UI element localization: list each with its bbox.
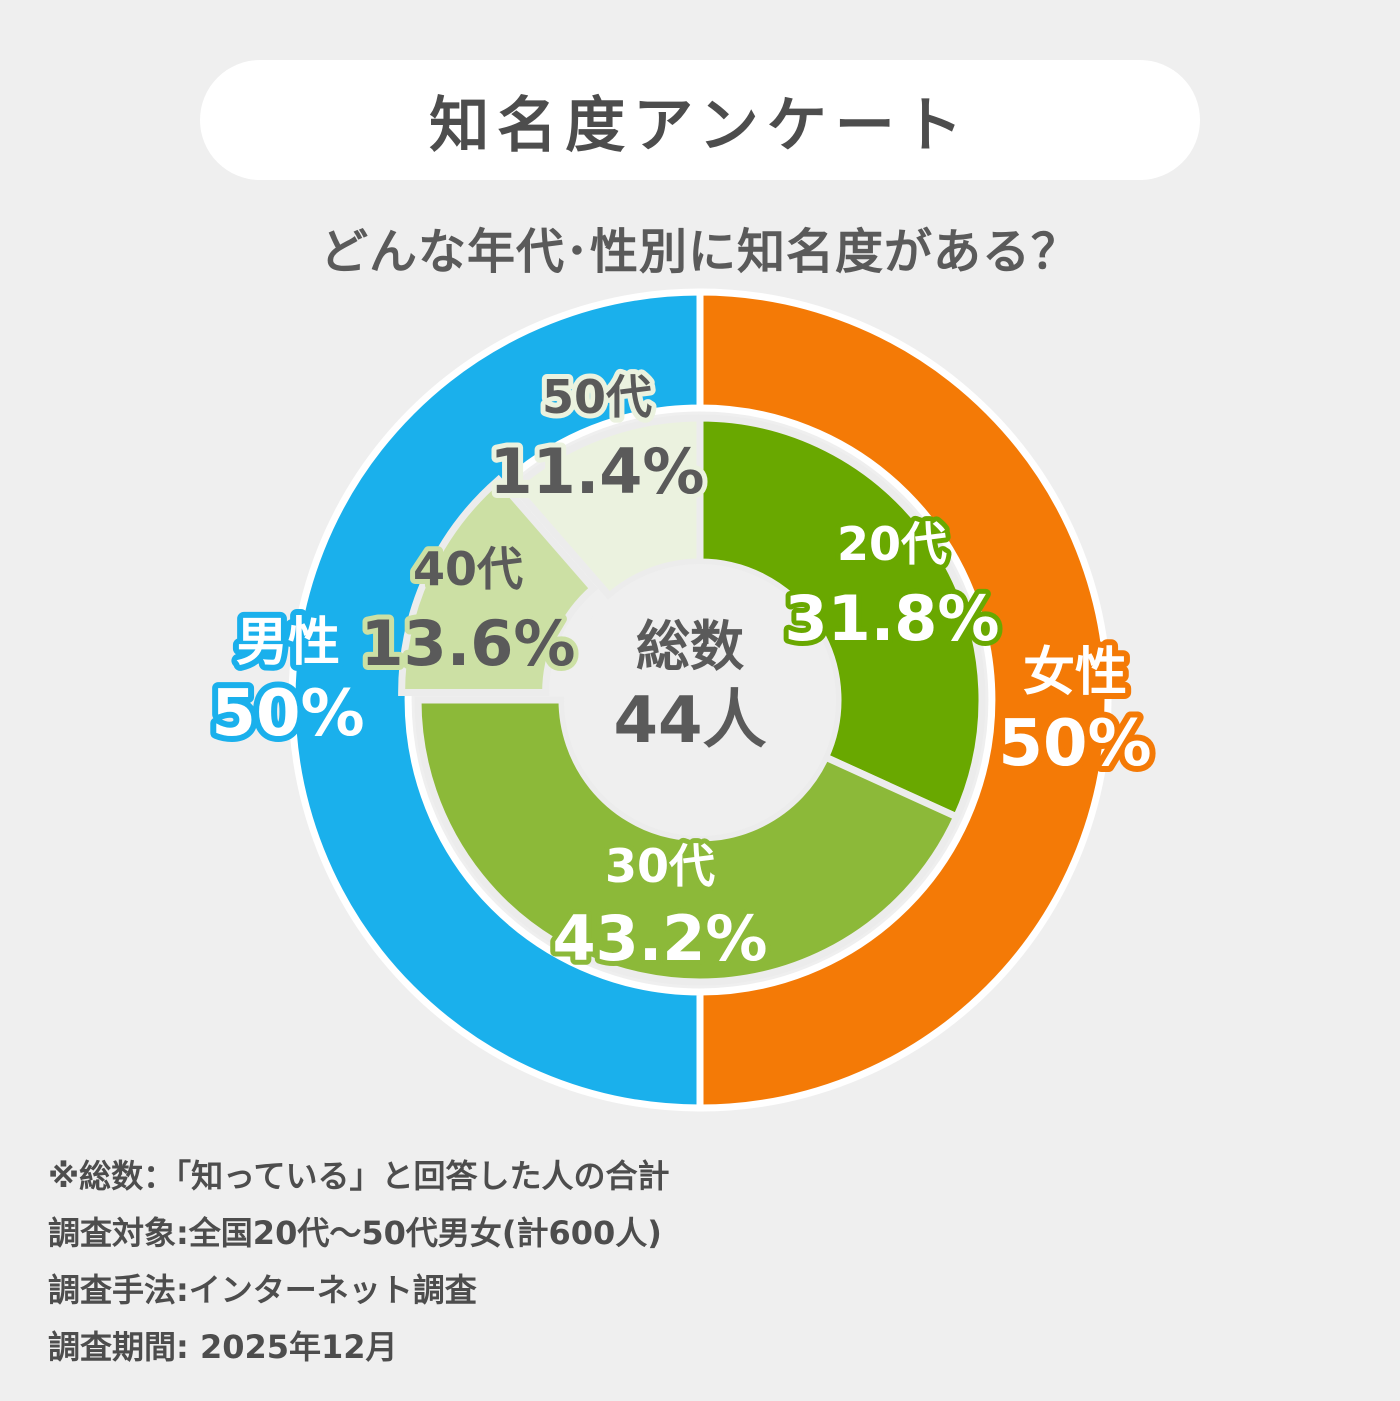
survey-notes: ※総数：「知っている」と回答した人の合計 調査対象:全国20代～50代男女(計6…	[48, 1148, 670, 1376]
label-age-30s-name: 30代	[605, 839, 715, 893]
label-age-20s-value: 31.8%	[784, 582, 999, 655]
label-age-50s-value: 11.4%	[489, 435, 704, 508]
label-male-name: 男性	[236, 613, 340, 673]
chart-title: 知名度アンケート	[429, 90, 971, 161]
outer-ring-slice-female	[696, 288, 1112, 1112]
center-value: 44人	[613, 684, 766, 758]
inner-ring-slice-age-40s	[398, 474, 598, 697]
label-age-20s-name: 20代	[837, 517, 947, 571]
outer-ring-slice-male	[288, 288, 704, 1112]
inner-ring-slice-age-50s	[509, 414, 704, 601]
label-female-name: 女性	[1023, 643, 1127, 703]
title-banner: 知名度アンケート	[200, 60, 1200, 180]
note-line-target: 調査対象:全国20代～50代男女(計600人)	[48, 1214, 662, 1252]
label-female-value: 50%	[998, 707, 1151, 781]
label-age-40s-name: 40代	[413, 542, 523, 596]
label-male-value: 50%	[211, 677, 364, 751]
note-line-total: ※総数：「知っている」と回答した人の合計	[48, 1157, 670, 1195]
label-age-50s-name: 50代	[542, 370, 652, 424]
label-age-30s-value: 43.2%	[552, 902, 767, 975]
inner-ring-slice-age-30s	[414, 696, 962, 986]
note-line-period: 調査期間: 2025年12月	[48, 1328, 398, 1366]
center-label: 総数	[636, 615, 744, 678]
label-age-40s-value: 13.6%	[360, 607, 575, 680]
note-line-method: 調査手法:インターネット調査	[48, 1271, 477, 1309]
chart-subtitle: どんな年代･性別に知名度がある？	[319, 224, 1080, 280]
center-hole	[564, 564, 836, 836]
inner-ring-slice-age-20s	[696, 414, 986, 822]
